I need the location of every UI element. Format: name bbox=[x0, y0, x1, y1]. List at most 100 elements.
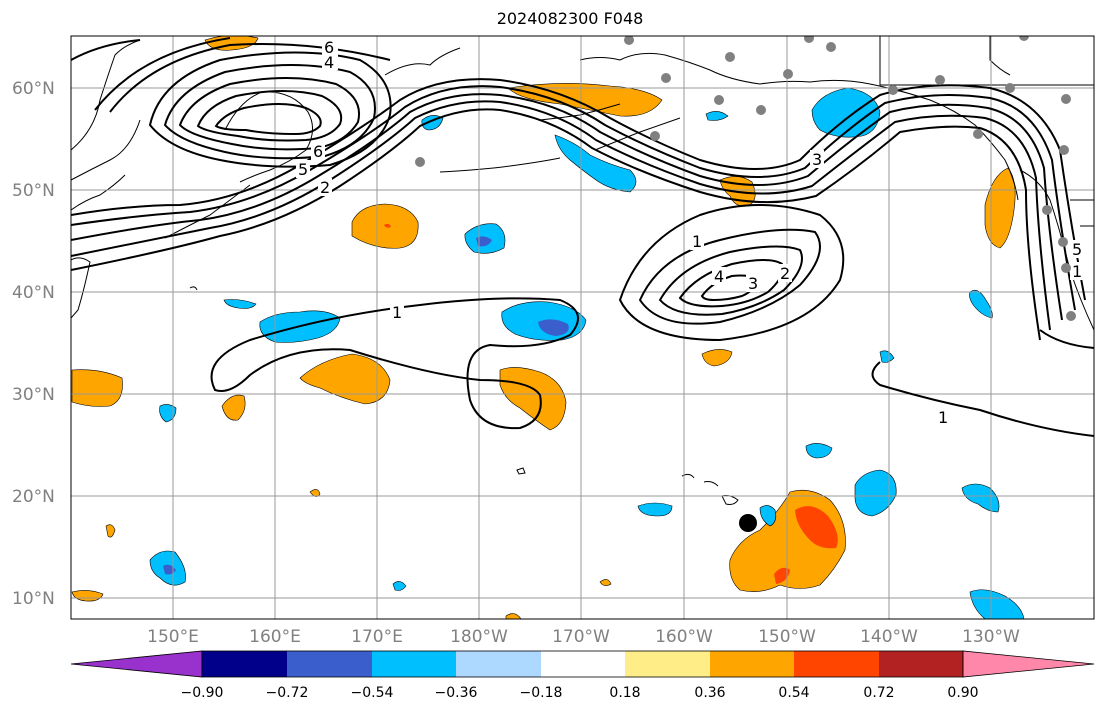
negative-anomaly-patch bbox=[759, 505, 777, 527]
colorbar-segment bbox=[879, 651, 963, 677]
station-dot bbox=[624, 36, 634, 45]
lon-label: 150°E bbox=[147, 627, 199, 647]
colorbar-tick-label: 0.90 bbox=[947, 685, 978, 701]
station-dot bbox=[1061, 94, 1071, 104]
colorbar-segment bbox=[625, 651, 710, 677]
contour-line bbox=[71, 78, 1086, 301]
positive-anomaly-patch bbox=[309, 489, 321, 497]
contour-label: 4 bbox=[714, 267, 724, 286]
strong-positive-anomaly-patch bbox=[795, 506, 838, 549]
grid-lines bbox=[71, 36, 1094, 619]
colorbar-tick-label: 0.72 bbox=[863, 685, 894, 701]
coastline bbox=[189, 286, 198, 291]
contour-label: 5 bbox=[1072, 240, 1082, 259]
colorbar-segment bbox=[710, 651, 794, 677]
station-dot bbox=[804, 36, 814, 43]
lat-label: 20°N bbox=[12, 487, 55, 507]
negative-anomaly-patch bbox=[705, 111, 729, 121]
colorbar-extend-low bbox=[70, 650, 203, 678]
station-dot bbox=[661, 73, 671, 83]
positive-anomaly-patch bbox=[299, 353, 391, 405]
contour-label: 4 bbox=[324, 53, 334, 72]
contour-line bbox=[71, 93, 1063, 321]
negative-anomaly-patch bbox=[392, 581, 407, 591]
positive-anomaly-patch bbox=[984, 167, 1016, 249]
negative-anomaly-patch bbox=[961, 483, 1000, 513]
mid-negative-anomaly-patch bbox=[476, 236, 492, 247]
station-dot bbox=[1005, 83, 1015, 93]
negative-anomaly-patch bbox=[811, 87, 881, 138]
colorbar-tick-label: 0.36 bbox=[694, 685, 725, 701]
longitude-labels: 150°E 160°E 170°E 180°W 170°W 160°W 150°… bbox=[147, 627, 1020, 647]
lat-label: 10°N bbox=[12, 589, 55, 609]
negative-anomaly-patch bbox=[637, 502, 673, 517]
coastline bbox=[384, 47, 461, 76]
station-dot bbox=[1019, 36, 1029, 41]
contour-label: 6 bbox=[313, 142, 323, 161]
positive-anomaly-patch bbox=[505, 613, 522, 619]
strong-positive-anomaly-patch bbox=[774, 567, 790, 584]
contour-lines bbox=[71, 37, 1094, 437]
station-dot bbox=[826, 42, 836, 52]
lon-label: 150°W bbox=[758, 627, 816, 647]
map-area: 6 4 5 6 2 1 3 1 4 3 2 1 1 5 bbox=[71, 36, 1094, 619]
positive-anomaly-patch bbox=[105, 524, 116, 538]
coastline bbox=[579, 52, 1019, 201]
positive-anomaly-patch bbox=[221, 394, 246, 421]
colorbar-segment bbox=[794, 651, 879, 677]
coastline bbox=[439, 157, 561, 173]
lat-label: 60°N bbox=[12, 79, 55, 99]
station-dot bbox=[725, 52, 735, 62]
negative-anomaly-patch bbox=[879, 350, 895, 363]
contour-label: 3 bbox=[748, 274, 758, 293]
station-dot bbox=[973, 129, 983, 139]
colorbar-tick-label: −0.72 bbox=[266, 685, 309, 701]
lon-label: 160°E bbox=[249, 627, 301, 647]
contour-line bbox=[871, 361, 1094, 437]
station-dot bbox=[1058, 237, 1068, 247]
colorbar-tick-label: −0.54 bbox=[351, 685, 394, 701]
contour-line bbox=[148, 51, 392, 168]
contour-line bbox=[196, 90, 343, 142]
coastline bbox=[516, 467, 526, 475]
lon-label: 170°E bbox=[351, 627, 403, 647]
coastlines bbox=[71, 36, 1094, 505]
coastline bbox=[71, 119, 141, 181]
lat-label: 40°N bbox=[12, 283, 55, 303]
station-dot bbox=[935, 75, 945, 85]
latitude-labels: 60°N 50°N 40°N 30°N 20°N 10°N bbox=[12, 79, 55, 609]
positive-anomaly-patch bbox=[599, 579, 612, 586]
lat-label: 30°N bbox=[12, 385, 55, 405]
lon-label: 160°W bbox=[655, 627, 713, 647]
storm-position-marker bbox=[739, 514, 757, 532]
colorbar-tick-label: 0.18 bbox=[609, 685, 640, 701]
plot-title: 2024082300 F048 bbox=[496, 9, 644, 28]
station-dot bbox=[783, 69, 793, 79]
coastline bbox=[879, 36, 1094, 86]
colorbar-segment bbox=[372, 651, 456, 677]
contour-line bbox=[214, 103, 322, 136]
strong-positive-anomaly-patch bbox=[384, 223, 391, 228]
colorbar-tick-label: 0.54 bbox=[778, 685, 809, 701]
negative-anomaly-patch bbox=[969, 289, 993, 319]
colorbar-segment bbox=[456, 651, 541, 677]
lon-label: 130°W bbox=[962, 627, 1020, 647]
colorbar-extend-high bbox=[962, 650, 1095, 678]
station-dot bbox=[1066, 311, 1076, 321]
contour-line bbox=[71, 108, 1041, 341]
contour-label: 1 bbox=[692, 232, 702, 251]
contour-label: 5 bbox=[298, 160, 308, 179]
negative-anomaly-patch bbox=[854, 469, 897, 517]
coastline bbox=[71, 39, 141, 151]
station-dot bbox=[650, 131, 660, 141]
station-dot bbox=[1042, 205, 1052, 215]
coastline bbox=[71, 174, 126, 211]
contour-line bbox=[1039, 329, 1094, 349]
lon-label: 140°W bbox=[860, 627, 918, 647]
contour-line bbox=[618, 204, 845, 342]
station-dot bbox=[1059, 145, 1069, 155]
station-dot bbox=[415, 157, 425, 167]
negative-anomaly-patch bbox=[223, 299, 257, 309]
contour-line bbox=[109, 43, 391, 113]
